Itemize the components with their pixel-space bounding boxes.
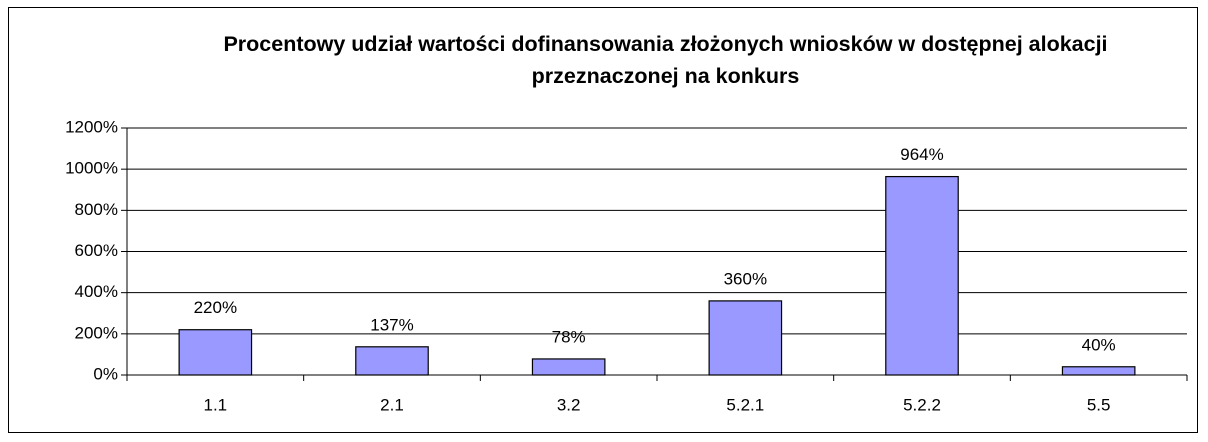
y-tick-label: 800% [75, 200, 118, 219]
bar [178, 329, 253, 376]
y-tick-label: 400% [75, 282, 118, 301]
bar [708, 300, 783, 376]
bar [1061, 366, 1136, 376]
value-label: 78% [552, 327, 586, 346]
y-tick-label: 1000% [65, 159, 118, 178]
chart-title: Procentowy udział wartości dofinansowani… [223, 32, 1108, 88]
value-label: 137% [370, 315, 413, 334]
y-tick-label: 200% [75, 323, 118, 342]
chart-frame [8, 7, 1198, 433]
y-tick-label: 1200% [65, 117, 118, 136]
x-tick-label: 3.2 [557, 395, 581, 414]
x-tick-label: 2.1 [380, 395, 404, 414]
value-label: 964% [900, 145, 943, 164]
y-tick-label: 0% [93, 364, 118, 383]
x-tick-label: 1.1 [204, 395, 228, 414]
x-tick-label: 5.2.2 [903, 395, 941, 414]
y-tick-label: 600% [75, 241, 118, 260]
bar [885, 175, 959, 376]
bar [531, 358, 606, 376]
value-label: 220% [194, 298, 237, 317]
value-label: 40% [1082, 335, 1116, 354]
x-tick-label: 5.2.1 [726, 395, 764, 414]
value-label: 360% [724, 269, 767, 288]
bar [355, 346, 429, 376]
x-tick-label: 5.5 [1087, 395, 1111, 414]
